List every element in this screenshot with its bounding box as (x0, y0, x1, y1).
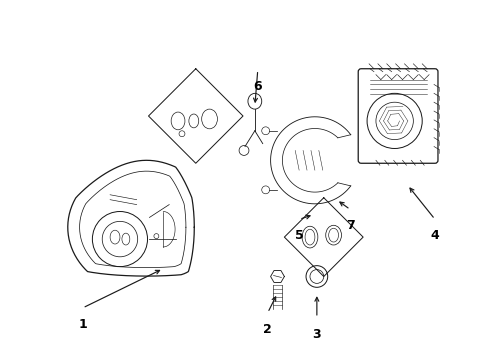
Text: 2: 2 (263, 323, 271, 336)
Text: 5: 5 (294, 229, 303, 242)
Text: 4: 4 (430, 229, 439, 242)
Text: 6: 6 (253, 80, 262, 93)
Text: 3: 3 (312, 328, 321, 341)
Text: 1: 1 (78, 318, 87, 331)
Text: 7: 7 (345, 219, 354, 233)
